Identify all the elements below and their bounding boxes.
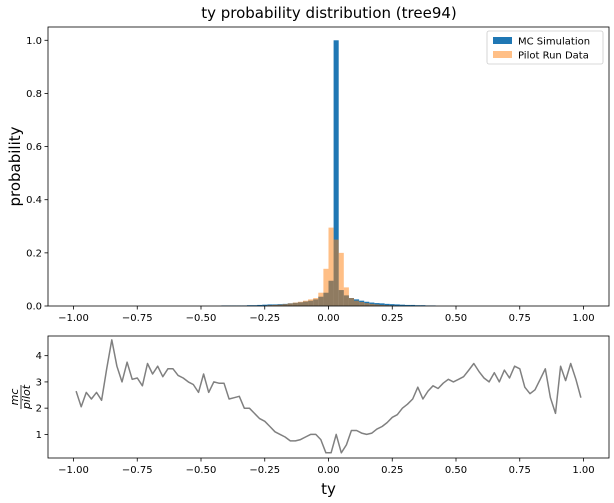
- x-tick-label: 0.00: [317, 313, 339, 324]
- histogram-bar: [318, 292, 324, 306]
- histogram-panel: ty probability distribution (tree94) −1.…: [6, 4, 610, 324]
- histogram-bar: [328, 227, 334, 306]
- histogram-bar: [292, 302, 298, 306]
- x-tick-label: 0.25: [381, 313, 403, 324]
- x-tick-label: 0.25: [381, 465, 403, 476]
- legend-swatch: [493, 51, 512, 58]
- histogram-bar: [364, 303, 370, 306]
- histogram-bar: [257, 304, 263, 306]
- histogram-bar: [389, 304, 395, 306]
- histogram-bar: [343, 287, 349, 306]
- x-tick-label: −0.50: [186, 313, 217, 324]
- legend: MC Simulation Pilot Run Data: [486, 30, 604, 65]
- x-tick-label: −1.00: [58, 465, 89, 476]
- histogram-bar: [379, 303, 385, 306]
- histogram-y-axis-label: probability: [6, 126, 24, 206]
- x-tick-label: 0.50: [445, 313, 467, 324]
- x-tick-label: 1.00: [572, 465, 594, 476]
- histogram-bars: [221, 40, 436, 307]
- x-tick-label: 0.00: [317, 465, 339, 476]
- histogram-bar: [303, 300, 309, 306]
- y-tick-label: 1: [36, 430, 42, 441]
- ratio-x-ticks: −1.00 −0.75 −0.50 −0.25 0.00 0.25 0.50 0.75 1.00: [58, 458, 595, 476]
- histogram-bar: [282, 304, 288, 306]
- histogram-bar: [348, 298, 354, 306]
- histogram-bar: [394, 304, 400, 306]
- x-tick-label: −0.75: [122, 465, 153, 476]
- ratio-y-label-denominator: pilot: [20, 384, 33, 410]
- ratio-y-label-numerator: mc: [8, 389, 21, 406]
- x-tick-label: −0.25: [249, 465, 280, 476]
- y-tick-label: 0.0: [26, 302, 42, 313]
- x-tick-label: 1.00: [572, 313, 594, 324]
- ratio-y-ticks: 1 2 3 4: [36, 351, 48, 441]
- histogram-bar: [277, 304, 283, 306]
- histogram-bar: [308, 299, 314, 306]
- x-tick-label: −0.50: [186, 465, 217, 476]
- legend-label: Pilot Run Data: [518, 51, 589, 62]
- histogram-bar: [262, 304, 268, 306]
- histogram-bar: [369, 303, 375, 306]
- histogram-y-ticks: 0.0 0.2 0.4 0.6 0.8 1.0: [26, 36, 48, 313]
- histogram-bar: [410, 304, 416, 306]
- legend-box: [486, 30, 604, 65]
- x-tick-label: 0.75: [509, 465, 531, 476]
- x-tick-label: −0.75: [122, 313, 153, 324]
- y-tick-label: 2: [36, 404, 42, 415]
- ratio-line: [75, 339, 582, 454]
- y-tick-label: 0.8: [26, 89, 42, 100]
- ratio-panel: −1.00 −0.75 −0.50 −0.25 0.00 0.25 0.50 0.75 1.00…: [8, 335, 610, 498]
- y-tick-label: 3: [36, 377, 42, 388]
- histogram-bar: [374, 304, 380, 306]
- histogram-bar: [287, 303, 293, 306]
- ratio-plot-frame: [47, 335, 610, 459]
- y-tick-label: 4: [36, 351, 42, 362]
- histogram-bar: [313, 298, 319, 306]
- ratio-x-axis-label: ty: [321, 480, 336, 498]
- histogram-bar: [399, 304, 405, 306]
- y-tick-label: 0.6: [26, 142, 42, 153]
- histogram-bar: [323, 268, 329, 306]
- x-tick-label: 0.75: [509, 313, 531, 324]
- ratio-y-axis-label: mc pilot: [8, 384, 33, 410]
- chart-title: ty probability distribution (tree94): [201, 4, 457, 22]
- histogram-bar: [297, 301, 303, 306]
- histogram-bar: [405, 304, 411, 306]
- legend-swatch: [493, 37, 512, 44]
- histogram-bar: [272, 304, 278, 306]
- pilot-run-data-bars: [267, 227, 395, 306]
- y-tick-label: 1.0: [26, 36, 42, 47]
- histogram-bar: [338, 252, 344, 306]
- legend-label: MC Simulation: [518, 37, 590, 48]
- histogram-bar: [354, 300, 360, 306]
- x-tick-label: −0.25: [249, 313, 280, 324]
- y-tick-label: 0.4: [26, 195, 42, 206]
- y-tick-label: 0.2: [26, 248, 42, 259]
- histogram-bar: [333, 239, 339, 306]
- x-tick-label: −1.00: [58, 313, 89, 324]
- histogram-bar: [359, 302, 365, 306]
- histogram-bar: [333, 40, 339, 307]
- histogram-bar: [379, 304, 385, 306]
- x-tick-label: 0.50: [445, 465, 467, 476]
- histogram-x-ticks: −1.00 −0.75 −0.50 −0.25 0.00 0.25 0.50 0.75 1.00: [58, 306, 595, 324]
- histogram-bar: [384, 303, 390, 306]
